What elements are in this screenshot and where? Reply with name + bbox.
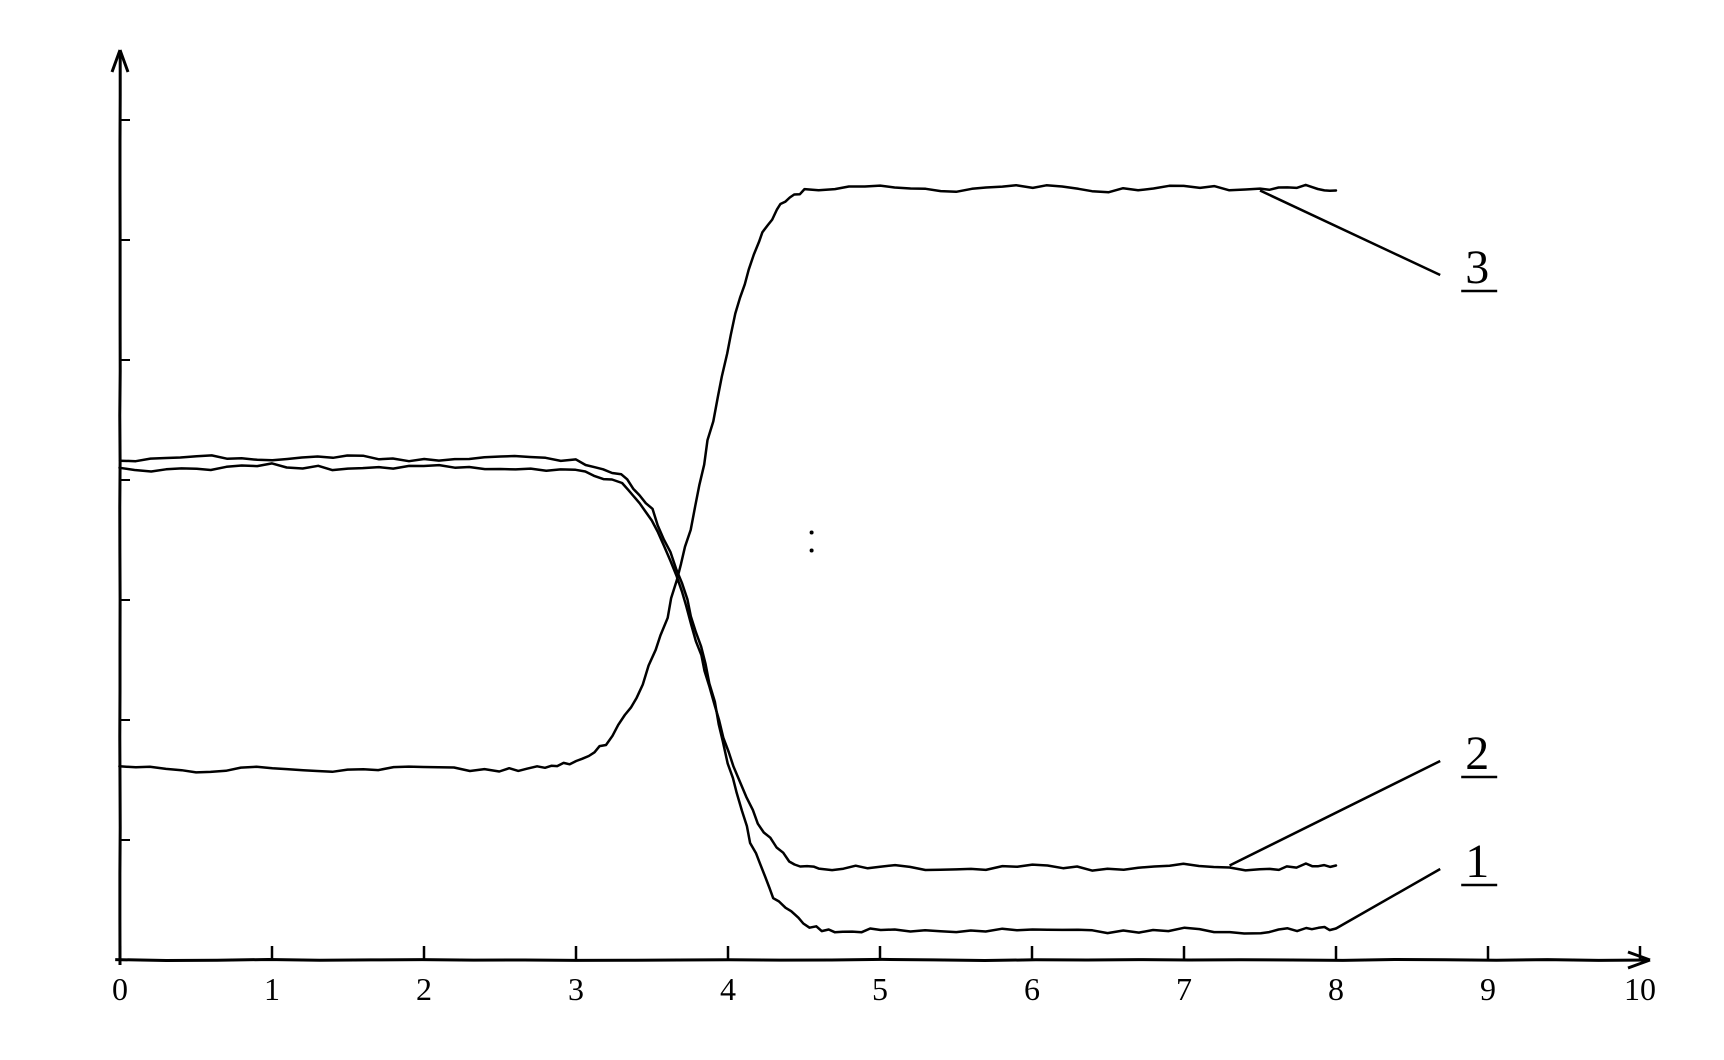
curve-2-leader xyxy=(1230,761,1441,866)
curve-3-label: 3 xyxy=(1465,241,1489,294)
x-tick-label: 3 xyxy=(568,971,584,1007)
x-axis xyxy=(115,959,1650,960)
curve-2 xyxy=(120,463,1337,870)
artifact-dot xyxy=(810,531,814,535)
curve-2-label: 2 xyxy=(1465,727,1489,780)
x-tick-label: 1 xyxy=(264,971,280,1007)
x-tick-label: 4 xyxy=(720,971,736,1007)
x-tick-label: 6 xyxy=(1024,971,1040,1007)
x-tick-label: 7 xyxy=(1176,971,1192,1007)
curve-1-label: 1 xyxy=(1465,835,1489,888)
x-tick-label: 9 xyxy=(1480,971,1496,1007)
curve-1-leader xyxy=(1336,869,1440,929)
x-tick-label: 8 xyxy=(1328,971,1344,1007)
curve-1 xyxy=(120,455,1336,933)
curve-3-leader xyxy=(1260,191,1440,276)
x-tick-label: 2 xyxy=(416,971,432,1007)
x-tick-label: 5 xyxy=(872,971,888,1007)
x-tick-label: 0 xyxy=(112,971,128,1007)
artifact-dot xyxy=(810,549,814,553)
curve-3 xyxy=(119,185,1336,773)
line-chart: 0 1 2 3 4 5 6 7 8 9 10 1 2 3 xyxy=(0,0,1724,1060)
chart-svg: 0 1 2 3 4 5 6 7 8 9 10 1 2 3 xyxy=(0,0,1724,1060)
x-tick-label: 10 xyxy=(1624,971,1656,1007)
